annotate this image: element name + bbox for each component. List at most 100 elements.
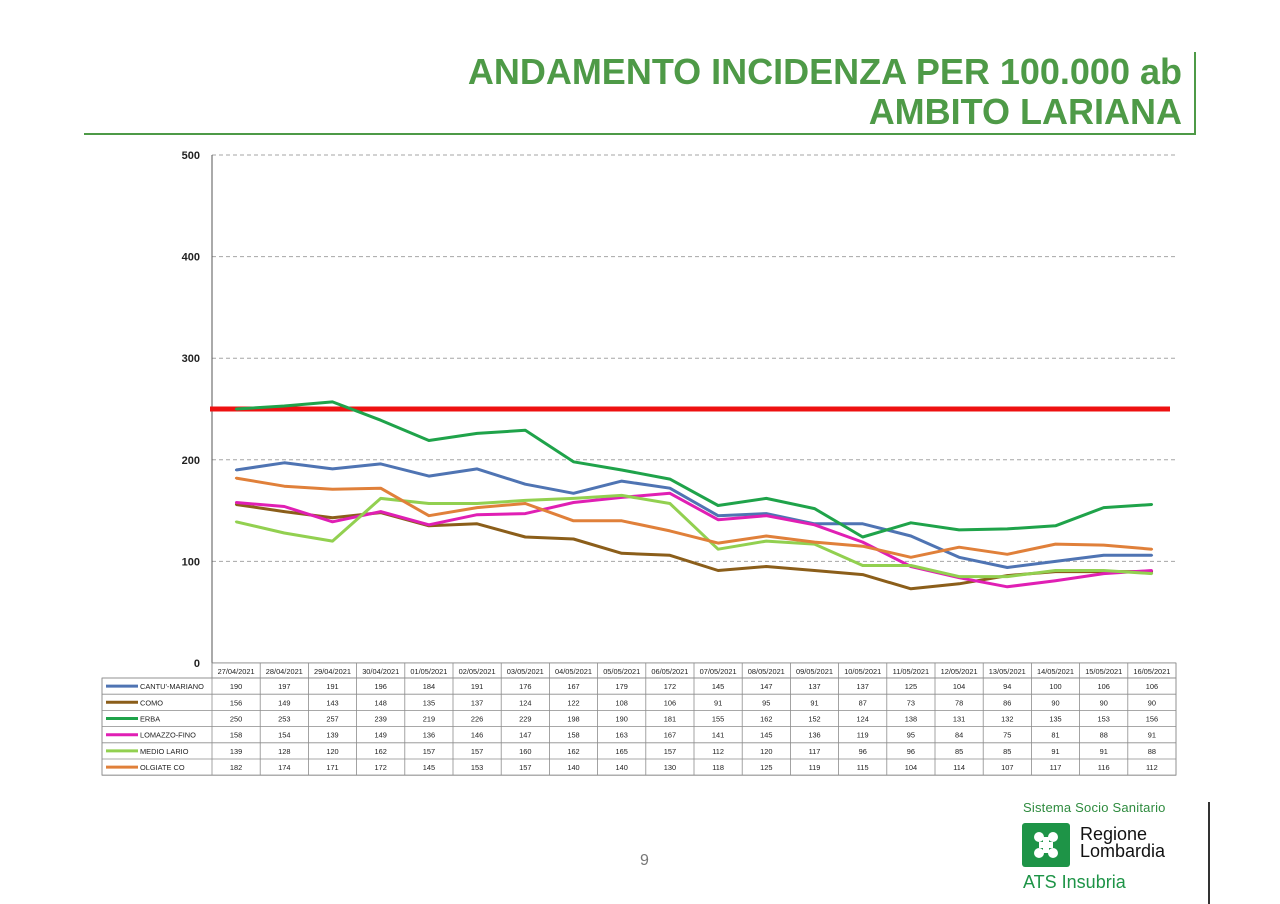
table-cell-value: 157 <box>423 747 435 756</box>
table-cell-value: 190 <box>230 682 242 691</box>
data-point <box>1102 543 1105 547</box>
x-tick-label: 14/05/2021 <box>1037 667 1074 676</box>
data-point <box>765 539 768 543</box>
legend-label: COMO <box>140 698 163 707</box>
table-cell-value: 257 <box>326 715 338 724</box>
logo-name: Regione Lombardia <box>1080 825 1165 860</box>
table-cell-value: 191 <box>326 682 338 691</box>
data-point <box>861 564 864 567</box>
data-point <box>813 569 816 572</box>
table-cell-value: 136 <box>808 731 820 740</box>
table-cell-value: 146 <box>471 731 483 740</box>
data-point <box>283 485 286 488</box>
data-point <box>1150 554 1154 557</box>
data-point <box>524 499 527 502</box>
x-tick-label: 13/05/2021 <box>989 667 1026 676</box>
table-cell-value: 91 <box>810 698 818 707</box>
data-point <box>716 569 720 572</box>
data-point <box>716 518 720 521</box>
title-line-1: ANDAMENTO INCIDENZA PER 100.000 ab <box>467 51 1182 92</box>
table-cell-value: 181 <box>664 715 676 724</box>
data-point <box>909 564 913 567</box>
x-tick-label: 02/05/2021 <box>459 667 496 676</box>
data-point <box>957 582 961 585</box>
data-point <box>1150 548 1154 551</box>
table-cell-value: 95 <box>907 731 915 740</box>
table-cell-value: 120 <box>326 747 338 756</box>
table-cell-value: 148 <box>375 698 387 707</box>
data-point <box>234 501 238 504</box>
data-point <box>475 467 479 471</box>
series-line <box>236 400 1152 539</box>
y-tick-label: 200 <box>182 455 200 467</box>
table-cell-value: 157 <box>664 747 676 756</box>
y-tick-label: 500 <box>182 150 200 162</box>
x-tick-label: 30/04/2021 <box>362 667 399 676</box>
table-cell-value: 229 <box>519 715 531 724</box>
table-cell-value: 118 <box>712 763 724 772</box>
page-number: 9 <box>640 852 649 869</box>
data-point <box>620 468 623 472</box>
data-point <box>572 501 575 504</box>
table-cell-value: 91 <box>1051 747 1059 756</box>
logo-divider <box>1208 802 1210 904</box>
data-point <box>1006 566 1009 569</box>
data-point <box>1054 560 1057 563</box>
x-tick-label: 03/05/2021 <box>507 667 544 676</box>
table-cell-value: 156 <box>230 698 242 707</box>
table-cell-value: 86 <box>1003 698 1011 707</box>
logo-top-text: Sistema Socio Sanitario <box>1023 800 1166 815</box>
table-cell-value: 147 <box>760 682 772 691</box>
table-cell-value: 122 <box>567 698 579 707</box>
legend-label: LOMAZZO-FINO <box>140 731 196 740</box>
table-cell-value: 124 <box>857 715 869 724</box>
data-point <box>909 521 913 524</box>
data-point <box>379 418 382 422</box>
table-cell-value: 149 <box>278 698 290 707</box>
data-point <box>234 476 238 480</box>
data-point <box>813 523 816 527</box>
data-point <box>1054 542 1057 546</box>
data-point <box>283 531 286 535</box>
data-point <box>861 544 864 548</box>
table-cell-value: 250 <box>230 715 242 724</box>
legend-label: CANTU'-MARIANO <box>140 682 204 691</box>
table-cell-value: 107 <box>1001 763 1013 772</box>
x-tick-label: 04/05/2021 <box>555 667 592 676</box>
table-cell-value: 115 <box>857 763 869 772</box>
data-point <box>765 497 768 500</box>
data-point <box>1102 506 1105 509</box>
table-cell-value: 167 <box>567 682 579 691</box>
table-cell-value: 90 <box>1148 698 1156 707</box>
y-tick-label: 300 <box>182 353 200 365</box>
data-point <box>957 575 961 578</box>
table-cell-value: 135 <box>1049 715 1061 724</box>
table-cell-value: 219 <box>423 715 435 724</box>
table-cell-value: 153 <box>1098 715 1110 724</box>
table-cell-value: 160 <box>519 747 531 756</box>
table-cell-value: 157 <box>471 747 483 756</box>
table-cell-value: 135 <box>423 698 435 707</box>
table-cell-value: 158 <box>230 731 242 740</box>
table-cell-value: 163 <box>616 731 628 740</box>
table-cell-value: 140 <box>616 763 628 772</box>
table-cell-value: 141 <box>712 731 724 740</box>
data-point <box>620 552 623 555</box>
data-point <box>765 534 768 538</box>
table-cell-value: 85 <box>955 747 963 756</box>
data-point <box>427 502 431 505</box>
data-point <box>1006 575 1009 578</box>
table-cell-value: 171 <box>326 763 338 772</box>
table-cell-value: 119 <box>857 731 869 740</box>
data-point <box>668 487 672 490</box>
table-cell-value: 137 <box>857 682 869 691</box>
data-point <box>572 492 575 495</box>
data-point <box>427 514 431 517</box>
data-point <box>524 482 527 486</box>
table-cell-value: 162 <box>375 747 387 756</box>
x-tick-label: 06/05/2021 <box>651 667 688 676</box>
table-cell-value: 179 <box>616 682 628 691</box>
data-point <box>524 512 527 515</box>
table-cell-value: 172 <box>375 763 387 772</box>
